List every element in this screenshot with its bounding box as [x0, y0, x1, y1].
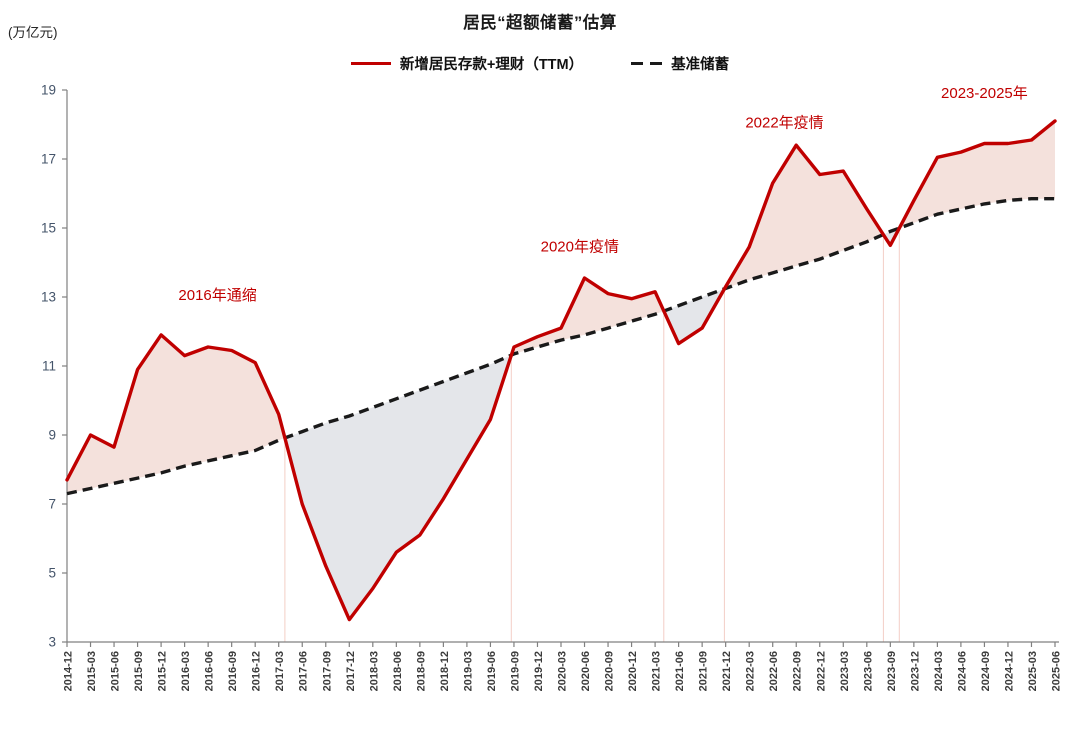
legend-item-deposits: 新增居民存款+理财（TTM）	[350, 53, 584, 74]
x-axis-tick-label: 2018-03	[368, 651, 380, 691]
x-axis-tick-label: 2025-06	[1051, 651, 1063, 691]
x-axis-tick-label: 2017-03	[274, 651, 286, 691]
x-axis-tick-label: 2016-06	[204, 651, 216, 691]
x-axis-tick-label: 2020-06	[580, 651, 592, 691]
y-axis-tick-label: 11	[42, 359, 56, 374]
x-axis-tick-label: 2023-03	[839, 651, 851, 691]
deficit-fill-region	[284, 355, 512, 620]
annotation-label: 2022年疫情	[745, 114, 823, 131]
legend-label-deposits: 新增居民存款+理财（TTM）	[399, 57, 584, 73]
x-axis-tick-label: 2024-06	[956, 651, 968, 691]
x-axis-tick-label: 2021-09	[698, 651, 710, 691]
new-deposits-ttm-line	[65, 119, 1057, 622]
x-axis-tick-label: 2020-12	[627, 651, 639, 691]
solid-red-line-swatch-icon	[350, 61, 391, 66]
x-axis-tick-label: 2018-09	[415, 651, 427, 691]
x-axis-tick-label: 2022-03	[745, 651, 757, 691]
x-axis-tick-label: 2022-12	[815, 651, 827, 691]
excess-fill-region	[724, 145, 884, 289]
y-axis-tick-label: 15	[41, 221, 56, 236]
x-axis-tick-label: 2025-03	[1027, 651, 1039, 691]
x-axis-tick-label: 2015-09	[133, 651, 145, 691]
x-axis-tick-label: 2022-06	[768, 651, 780, 691]
x-axis-tick-label: 2024-09	[980, 651, 992, 691]
x-axis-tick-label: 2021-03	[651, 651, 663, 691]
legend-label-baseline: 基准储蓄	[671, 57, 730, 73]
y-axis-tick-label: 3	[48, 635, 56, 650]
y-axis-tick-label: 7	[48, 497, 56, 512]
y-axis-tick-label: 9	[48, 428, 56, 443]
x-axis-tick-label: 2019-06	[486, 651, 498, 691]
x-axis-tick-label: 2014-12	[63, 651, 75, 691]
x-axis-tick-label: 2023-09	[886, 651, 898, 691]
y-axis-unit-label: (万亿元)	[8, 25, 58, 40]
x-axis-tick-label: 2019-12	[533, 651, 545, 691]
x-axis-tick-label: 2015-03	[86, 651, 98, 691]
x-axis-tick-label: 2016-03	[180, 651, 192, 691]
x-axis-tick-label: 2018-06	[392, 651, 404, 691]
x-axis-tick-label: 2023-06	[862, 651, 874, 691]
y-axis-tick-label: 13	[41, 290, 56, 305]
legend-item-baseline: 基准储蓄	[631, 53, 729, 74]
annotation-label: 2020年疫情	[541, 239, 619, 256]
x-axis-tick-label: 2021-12	[721, 651, 733, 691]
x-axis-tick-label: 2024-03	[933, 651, 945, 691]
dashed-black-line-swatch-icon	[631, 61, 663, 66]
x-axis-tick-label: 2016-12	[251, 651, 263, 691]
x-axis-tick-label: 2020-09	[604, 651, 616, 691]
x-axis-tick-label: 2019-03	[462, 651, 474, 691]
y-axis-tick-label: 17	[41, 152, 56, 167]
page-title: 居民“超额储蓄”估算	[463, 14, 617, 32]
deficit-fill-region	[663, 288, 725, 344]
x-axis-tick-label: 2016-09	[227, 651, 239, 691]
y-axis-tick-label: 19	[41, 83, 56, 98]
excess-fill-region	[899, 121, 1055, 229]
excess-fill-region	[67, 334, 285, 494]
y-axis-tick-label: 5	[48, 566, 56, 581]
annotation-label: 2016年通缩	[178, 287, 256, 304]
baseline-savings-line	[66, 197, 1055, 496]
x-axis-tick-label: 2017-12	[345, 651, 357, 691]
legend: 新增居民存款+理财（TTM） 基准储蓄	[0, 53, 1080, 74]
x-axis-tick-label: 2024-12	[1004, 651, 1016, 691]
x-axis-tick-label: 2020-03	[557, 651, 569, 691]
x-axis-tick-label: 2015-12	[157, 651, 169, 691]
x-axis-tick-label: 2022-09	[792, 651, 804, 691]
x-axis-tick-label: 2017-06	[298, 651, 310, 691]
x-axis-tick-label: 2015-06	[110, 651, 122, 691]
excess-fill-region	[511, 278, 664, 356]
x-axis-tick-label: 2017-09	[321, 651, 333, 691]
x-axis-tick-label: 2018-12	[439, 651, 451, 691]
x-axis-tick-label: 2021-06	[674, 651, 686, 691]
x-axis-tick-label: 2019-09	[510, 651, 522, 691]
annotation-label: 2023-2025年	[941, 85, 1028, 102]
x-axis-tick-label: 2023-12	[909, 651, 921, 691]
